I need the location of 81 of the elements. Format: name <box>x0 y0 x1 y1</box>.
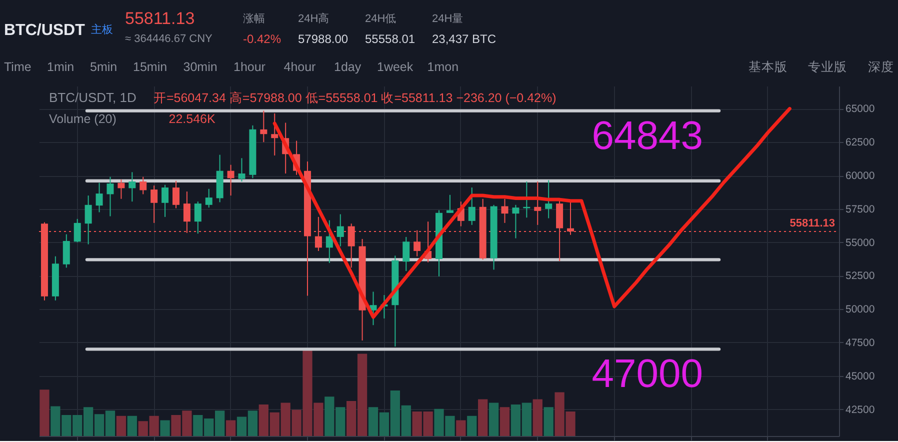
candlestick <box>96 182 103 213</box>
candlestick <box>545 180 552 219</box>
annotation: 47000 <box>592 352 703 396</box>
annotation: 64843 <box>592 114 703 158</box>
candlestick <box>162 184 169 218</box>
candlestick <box>402 236 410 272</box>
candlestick <box>512 204 520 239</box>
candlestick <box>172 180 180 209</box>
text: 深度 <box>868 59 894 74</box>
chart-subtitle: 22.546K <box>168 112 216 126</box>
text: 57988.00 <box>298 32 348 46</box>
text: 5min <box>90 60 118 74</box>
bar <box>532 399 542 436</box>
text: 24H低 <box>365 13 396 25</box>
candlestick <box>534 181 542 226</box>
text: 涨幅 <box>243 13 265 25</box>
text: 24H高 <box>298 12 330 25</box>
candlestick <box>194 201 202 234</box>
bar <box>544 407 554 436</box>
y-tick-label: 57500 <box>846 203 875 216</box>
candlestick <box>150 185 158 224</box>
text: 23,437 BTC <box>432 32 496 46</box>
candlestick <box>74 218 81 243</box>
candlestick <box>62 234 70 268</box>
candlestick <box>238 158 246 182</box>
bar <box>488 402 499 436</box>
candlestick <box>84 195 92 245</box>
candlestick <box>501 198 508 224</box>
y-tick-label: 65000 <box>846 103 875 116</box>
text: ≈ 364446.67 CNY <box>125 33 214 45</box>
y-tick-label: 55000 <box>846 236 875 249</box>
y-tick-label: 45000 <box>846 370 875 382</box>
text: 15min <box>133 60 168 74</box>
text: 专业版 <box>808 60 847 74</box>
y-tick-label: 42500 <box>846 404 875 416</box>
y-tick-label: 60000 <box>846 170 875 182</box>
text: 1min <box>47 60 74 74</box>
chart-title: BTC/USDT, 1D <box>49 90 136 105</box>
ref-line-label: 55811.13 <box>790 217 835 230</box>
candlestick <box>260 110 268 143</box>
text: 主板 <box>91 23 113 36</box>
chart-title: Volume (20) <box>49 112 116 126</box>
text: 55558.01 <box>365 32 416 46</box>
text: -0.42% <box>243 32 282 46</box>
text: 基本版 <box>748 60 788 74</box>
candlestick <box>118 179 125 200</box>
candlestick <box>271 112 278 156</box>
bar <box>160 420 170 436</box>
bar <box>467 416 477 436</box>
text: 30min <box>183 60 218 74</box>
candlestick <box>140 176 147 195</box>
candlestick <box>336 214 344 247</box>
bar <box>116 416 126 436</box>
bar <box>456 420 466 436</box>
chart-subtitle: 开=56047.34 高=57988.00 低=55558.01 收=55811.13 −236.20 (−0.42%) <box>153 90 556 105</box>
text: 4hour <box>284 60 316 74</box>
bar <box>40 390 50 436</box>
candlestick <box>205 188 212 208</box>
text: 55811.13 <box>125 9 195 28</box>
candlestick <box>468 187 476 226</box>
bar <box>478 399 488 436</box>
candlestick <box>106 176 114 217</box>
text: 1week <box>377 60 414 74</box>
y-tick-label: 47500 <box>846 336 875 349</box>
y-tick-label: 50000 <box>846 304 875 316</box>
line-series <box>272 106 792 319</box>
candlestick <box>446 194 454 214</box>
candlestick <box>227 164 234 196</box>
text: 1day <box>334 60 362 74</box>
candlestick <box>128 172 136 202</box>
bar <box>226 420 236 436</box>
text: 24H量 <box>432 13 464 25</box>
bar <box>127 416 137 436</box>
text: Time <box>4 60 32 74</box>
text: 1hour <box>234 60 266 74</box>
text: BTC/USDT <box>4 22 86 39</box>
candlestick <box>326 220 333 264</box>
bar <box>500 407 510 436</box>
y-tick-label: 52500 <box>846 270 875 282</box>
y-tick-label: 62500 <box>846 136 875 149</box>
text: 1mon <box>427 60 459 74</box>
